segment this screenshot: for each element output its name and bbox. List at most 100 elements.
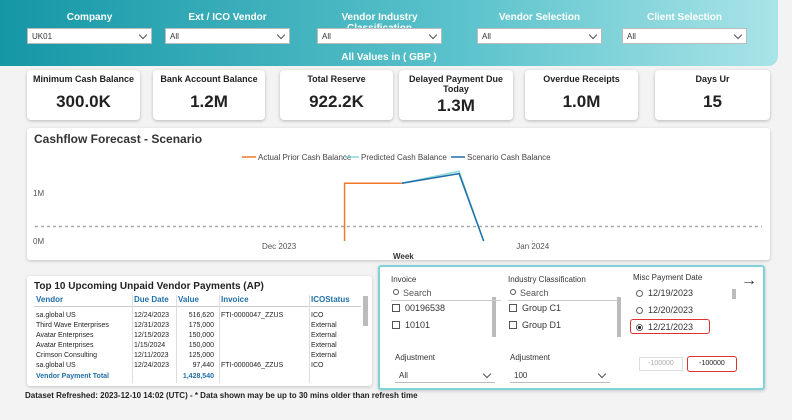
legend-label: Predicted Cash Balance [361,153,447,162]
series-line [343,182,402,241]
column-header: Value [178,295,199,304]
checkbox[interactable] [509,304,517,312]
table-cell: External [311,342,337,349]
scrollbar[interactable] [617,297,621,337]
column-divider [176,295,177,383]
table-title: Top 10 Upcoming Unpaid Vendor Payments (… [34,281,264,292]
total-label: Vendor Payment Total [36,373,109,380]
checkbox-label: 00196538 [405,303,446,313]
legend-label: Actual Prior Cash Balance [258,153,352,162]
table-cell: 12/24/2023 [134,362,170,369]
column-header: Due Date [134,295,169,304]
radio-button[interactable] [636,290,643,297]
kpi-card: Total Reserve 922.2K [280,70,393,120]
table-cell: sa.global US [36,362,76,369]
table-cell: Avatar Enterprises [36,332,94,339]
checkbox[interactable] [509,321,517,329]
table-cell: External [311,352,337,359]
kpi-value: 922.2K [309,92,364,111]
scrollbar[interactable] [492,297,496,337]
table-cell: External [311,332,337,339]
checkbox[interactable] [392,321,400,329]
kpi-card: Bank Account Balance 1.2M [153,70,265,120]
table-cell: 150,000 [188,332,214,339]
radio-label: 12/19/2023 [648,288,694,298]
table-cell: 12/11/2023 [134,352,169,359]
kpi-card: Minimum Cash Balance 300.0K [27,70,140,120]
column-divider [309,295,310,383]
kpi-label: Days Ur [695,74,730,84]
search-box[interactable]: Search [403,288,432,298]
table-cell: Crimson Consulting [36,352,98,359]
filter-dropdown[interactable]: All [477,28,602,44]
table-cell: FTI-0000047_ZZUS [221,312,284,319]
filter-header: All Values in ( GBP ) Company UK01 Ext / I… [0,0,778,66]
dropdown[interactable]: All [395,368,495,383]
header-rule [34,306,361,307]
search-box[interactable]: Search [520,288,549,298]
radio-label: 12/21/2023 [648,322,694,332]
legend-label: Scenario Cash Balance [467,153,551,162]
search-rule [391,300,501,301]
scrollbar[interactable] [732,289,736,299]
search-icon [393,289,399,295]
filter-dropdown[interactable]: All [622,28,747,44]
chart: Cashflow Forecast - Scenario Week 0M 1M De… [33,132,762,260]
checkbox-label: 10101 [405,320,431,330]
search-rule [508,300,618,301]
checkbox[interactable] [392,304,400,312]
placeholder-input[interactable]: -100000 [639,357,683,371]
kpi-card: Overdue Receipts 1.0M [525,70,638,120]
kpi-label: Total Reserve [307,74,366,84]
column-header: ICOStatus [311,295,350,304]
chart-panel: Cashflow Forecast - Scenario Week 0M 1M De… [27,128,770,260]
table-cell: ICO [311,362,324,369]
table-cell: ICO [311,312,324,319]
column-header: Vendor [36,295,64,304]
currency-note: All Values in ( GBP ) [341,52,437,63]
filter-label: Ext / ICO Vendor [188,12,267,23]
table-cell: 12/24/2023 [134,312,170,319]
slicer-label: Invoice [391,275,417,284]
next-arrow[interactable]: → [741,272,757,289]
table-cell: 175,000 [188,322,214,329]
search-icon [510,289,516,295]
table-cell: 12/15/2023 [134,332,170,339]
slicer-label: Misc Payment Date [633,273,703,282]
table-cell: 1/15/2024 [134,342,166,349]
scrollbar[interactable] [363,296,368,326]
radio-label: 12/20/2023 [648,305,694,315]
table-cell: 125,000 [188,352,214,359]
kpi-card: Delayed Payment Due Today 1.3M [399,70,513,120]
y-tick-label: 0M [33,237,44,246]
table-cell: External [311,322,337,329]
filter-dropdown[interactable]: All [165,28,290,44]
table-cell: Avatar Enterprises [36,342,94,349]
slicer-label: Adjustment [510,353,551,362]
filter-label: Company [66,12,113,23]
table-cell: FTI-0000046_ZZUS [221,362,284,369]
x-tick-label: Dec 2023 [262,242,297,251]
filter-dropdown[interactable]: All [317,28,442,44]
kpi-label: Delayed Payment Due Today [408,74,504,94]
radio-button[interactable] [636,307,643,314]
checkbox-label: Group C1 [522,303,562,313]
slicer-label: Industry Classification [508,275,586,284]
kpi-value: 1.2M [190,92,228,111]
column-divider [219,295,220,383]
value-input[interactable]: -100000 [687,356,737,372]
filter-panel: → Invoice Search 00196538 10101 Industry Cla… [378,265,765,390]
vendor-table: Top 10 Upcoming Unpaid Vendor Payments (… [27,276,372,386]
table-cell: 150,000 [188,342,214,349]
column-divider [132,295,133,383]
table-cell: 516,620 [188,312,214,319]
table-cell: sa.global US [36,312,76,319]
dropdown[interactable]: 100 [510,368,610,383]
radio-button[interactable] [636,324,643,331]
filter-dropdown[interactable]: UK01 [27,28,152,44]
kpi-value: 1.0M [562,92,601,111]
kpi-value: 15 [703,92,722,111]
checkbox-label: Group D1 [522,320,562,330]
selected-outline [630,319,710,334]
